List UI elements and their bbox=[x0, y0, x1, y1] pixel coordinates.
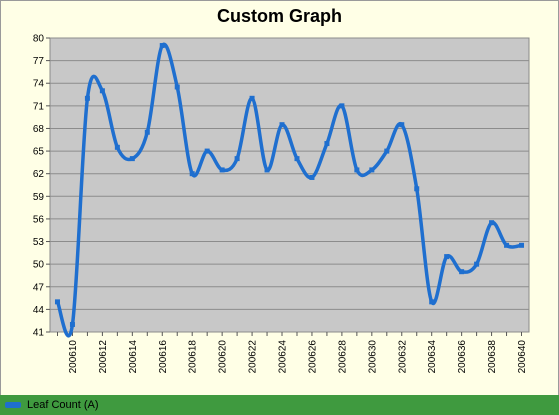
x-tick-label: 200628 bbox=[337, 340, 348, 374]
legend-label: Leaf Count (A) bbox=[27, 399, 99, 411]
data-point bbox=[294, 156, 300, 162]
data-point bbox=[129, 156, 135, 162]
data-point bbox=[279, 122, 285, 128]
data-point bbox=[339, 103, 345, 109]
y-tick-label: 41 bbox=[33, 328, 45, 339]
data-point bbox=[369, 167, 375, 173]
legend-item: Leaf Count (A) bbox=[4, 398, 99, 412]
data-point bbox=[429, 299, 435, 305]
y-tick-label: 74 bbox=[33, 79, 45, 90]
x-tick-label: 200632 bbox=[397, 340, 408, 374]
data-point bbox=[84, 95, 90, 101]
data-point bbox=[384, 148, 390, 154]
data-point bbox=[159, 43, 165, 49]
data-point bbox=[69, 321, 75, 327]
data-point bbox=[519, 242, 525, 248]
data-point bbox=[354, 167, 360, 173]
y-tick-label: 53 bbox=[33, 237, 45, 248]
x-tick-label: 200614 bbox=[128, 340, 139, 374]
data-point bbox=[444, 254, 450, 260]
x-tick-label: 200634 bbox=[427, 340, 438, 374]
chart-title: Custom Graph bbox=[216, 6, 342, 26]
data-point bbox=[489, 220, 495, 226]
x-tick-label: 200636 bbox=[457, 340, 468, 374]
data-point bbox=[324, 141, 330, 147]
x-tick-label: 200616 bbox=[158, 340, 169, 374]
y-tick-label: 80 bbox=[33, 34, 45, 45]
y-tick-label: 65 bbox=[33, 147, 45, 158]
y-tick-label: 62 bbox=[33, 169, 45, 180]
data-point bbox=[189, 171, 195, 177]
x-tick-label: 200622 bbox=[248, 340, 259, 374]
x-tick-label: 200630 bbox=[367, 340, 378, 374]
y-tick-label: 59 bbox=[33, 192, 45, 203]
x-tick-label: 200620 bbox=[218, 340, 229, 374]
data-point bbox=[144, 129, 150, 135]
data-point bbox=[174, 84, 180, 90]
data-point bbox=[204, 148, 210, 154]
data-point bbox=[414, 186, 420, 192]
x-tick-label: 200610 bbox=[68, 340, 79, 374]
data-point bbox=[99, 88, 105, 94]
data-point bbox=[309, 174, 315, 180]
plot-area bbox=[49, 37, 530, 333]
x-tick-label: 200638 bbox=[487, 340, 498, 374]
legend: Leaf Count (A) bbox=[0, 395, 559, 415]
y-tick-label: 71 bbox=[33, 101, 45, 112]
data-point bbox=[399, 122, 405, 128]
data-point bbox=[54, 299, 60, 305]
legend-swatch-icon bbox=[5, 402, 21, 408]
y-tick-label: 56 bbox=[33, 214, 45, 225]
y-tick-label: 50 bbox=[33, 260, 45, 271]
y-tick-label: 77 bbox=[33, 56, 45, 67]
data-point bbox=[234, 156, 240, 162]
data-point bbox=[459, 269, 465, 275]
data-point bbox=[114, 144, 120, 150]
x-tick-label: 200626 bbox=[307, 340, 318, 374]
data-point bbox=[474, 261, 480, 267]
y-tick-label: 47 bbox=[33, 282, 45, 293]
data-point bbox=[504, 242, 510, 248]
x-tick-label: 200624 bbox=[278, 340, 289, 374]
data-point bbox=[219, 167, 225, 173]
x-tick-label: 200640 bbox=[517, 340, 528, 374]
x-tick-label: 200612 bbox=[98, 340, 109, 374]
y-tick-label: 68 bbox=[33, 124, 45, 135]
y-tick-label: 44 bbox=[33, 305, 45, 316]
data-point bbox=[264, 167, 270, 173]
data-point bbox=[249, 95, 255, 101]
x-tick-label: 200618 bbox=[188, 340, 199, 374]
